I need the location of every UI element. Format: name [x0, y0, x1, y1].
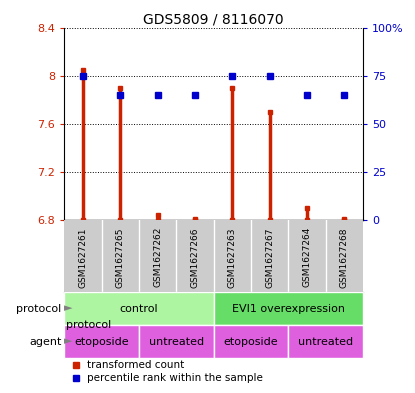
Text: untreated: untreated [298, 336, 353, 347]
Text: GSM1627266: GSM1627266 [190, 227, 200, 288]
Text: GSM1627267: GSM1627267 [265, 227, 274, 288]
Text: GSM1627265: GSM1627265 [116, 227, 125, 288]
Text: GSM1627261: GSM1627261 [78, 227, 88, 288]
Bar [214, 325, 288, 358]
Bar [64, 292, 214, 325]
Bar [64, 325, 139, 358]
Text: protocol: protocol [16, 303, 61, 314]
Bar [214, 292, 363, 325]
Text: agent: agent [29, 336, 61, 347]
Text: untreated: untreated [149, 336, 204, 347]
Text: GSM1627268: GSM1627268 [340, 227, 349, 288]
Text: transformed count: transformed count [87, 360, 184, 370]
Text: etoposide: etoposide [224, 336, 278, 347]
Text: EVI1 overexpression: EVI1 overexpression [232, 303, 345, 314]
Text: GSM1627262: GSM1627262 [153, 227, 162, 287]
Title: GDS5809 / 8116070: GDS5809 / 8116070 [144, 12, 284, 26]
Text: percentile rank within the sample: percentile rank within the sample [87, 373, 263, 384]
Text: GSM1627263: GSM1627263 [228, 227, 237, 288]
Text: etoposide: etoposide [74, 336, 129, 347]
Text: ►: ► [64, 303, 73, 314]
Bar [288, 325, 363, 358]
Text: ►: ► [64, 336, 73, 347]
Text: protocol: protocol [66, 320, 111, 330]
Bar [139, 325, 214, 358]
Text: GSM1627264: GSM1627264 [303, 227, 312, 287]
Text: control: control [120, 303, 159, 314]
